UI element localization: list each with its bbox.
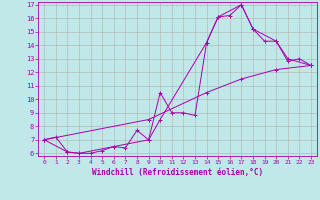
X-axis label: Windchill (Refroidissement éolien,°C): Windchill (Refroidissement éolien,°C) <box>92 168 263 177</box>
